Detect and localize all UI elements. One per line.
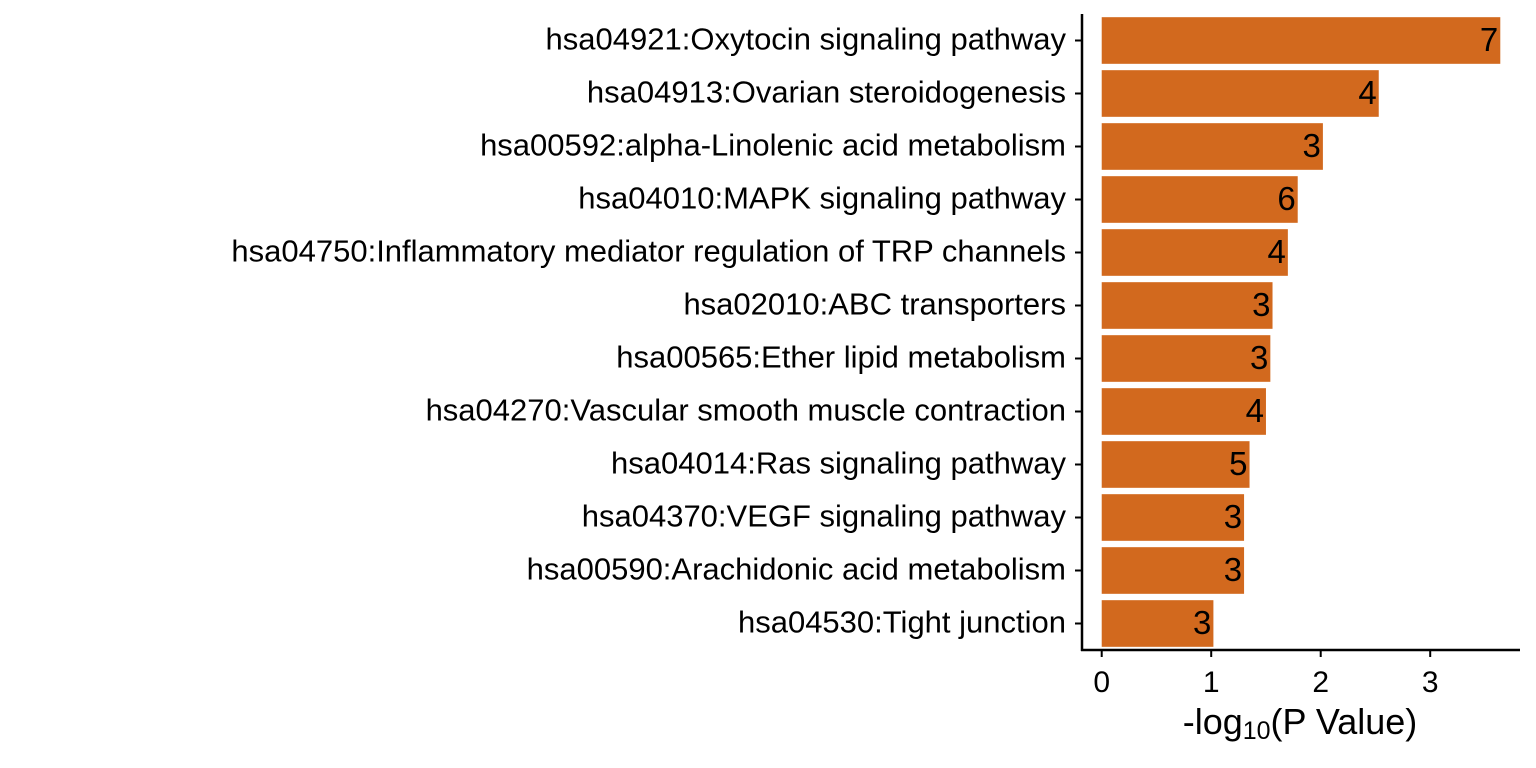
y-tick-label: hsa04010:MAPK signaling pathway bbox=[578, 181, 1066, 216]
bar bbox=[1101, 441, 1250, 488]
bar bbox=[1101, 494, 1245, 541]
bar bbox=[1101, 123, 1323, 170]
y-tick-label: hsa00590:Arachidonic acid metabolism bbox=[527, 552, 1066, 587]
count-label: 3 bbox=[1193, 604, 1211, 641]
bar bbox=[1101, 70, 1379, 117]
bar bbox=[1101, 388, 1266, 435]
bar bbox=[1101, 229, 1288, 276]
x-tick-label: 3 bbox=[1422, 666, 1439, 699]
y-tick-label: hsa02010:ABC transporters bbox=[683, 287, 1066, 322]
x-tick-label: 2 bbox=[1312, 666, 1329, 699]
y-tick-label: hsa04014:Ras signaling pathway bbox=[611, 446, 1066, 481]
count-label: 3 bbox=[1303, 127, 1321, 164]
y-tick-label: hsa04370:VEGF signaling pathway bbox=[582, 499, 1067, 534]
count-label: 4 bbox=[1268, 233, 1286, 270]
bar bbox=[1101, 547, 1245, 594]
x-label-subscript: 10 bbox=[1243, 717, 1271, 745]
y-tick-label: hsa04750:Inflammatory mediator regulatio… bbox=[231, 234, 1066, 269]
y-tick-label: hsa00592:alpha-Linolenic acid metabolism bbox=[480, 128, 1066, 163]
y-tick-label: hsa00565:Ether lipid metabolism bbox=[616, 340, 1066, 375]
bar bbox=[1101, 17, 1501, 64]
y-tick-label: hsa04530:Tight junction bbox=[738, 605, 1066, 640]
count-label: 5 bbox=[1229, 445, 1247, 482]
count-label: 7 bbox=[1480, 21, 1498, 58]
y-tick-label: hsa04270:Vascular smooth muscle contract… bbox=[426, 393, 1066, 428]
count-label: 4 bbox=[1358, 74, 1376, 111]
y-tick-label: hsa04913:Ovarian steroidogenesis bbox=[587, 75, 1066, 110]
bar bbox=[1101, 335, 1271, 382]
count-label: 6 bbox=[1277, 180, 1295, 217]
bar bbox=[1101, 176, 1298, 223]
count-label: 3 bbox=[1224, 498, 1242, 535]
count-label: 3 bbox=[1252, 286, 1270, 323]
x-tick-label: 0 bbox=[1093, 666, 1110, 699]
x-label-prefix: -log bbox=[1183, 701, 1243, 742]
bar bbox=[1101, 282, 1273, 329]
x-label-suffix: (P Value) bbox=[1271, 701, 1418, 742]
count-label: 3 bbox=[1224, 551, 1242, 588]
x-axis-label: -log10(P Value) bbox=[1183, 701, 1418, 745]
x-tick-label: 1 bbox=[1203, 666, 1220, 699]
count-label: 4 bbox=[1246, 392, 1264, 429]
count-label: 3 bbox=[1250, 339, 1268, 376]
y-tick-label: hsa04921:Oxytocin signaling pathway bbox=[546, 22, 1067, 57]
bar bbox=[1101, 600, 1214, 647]
